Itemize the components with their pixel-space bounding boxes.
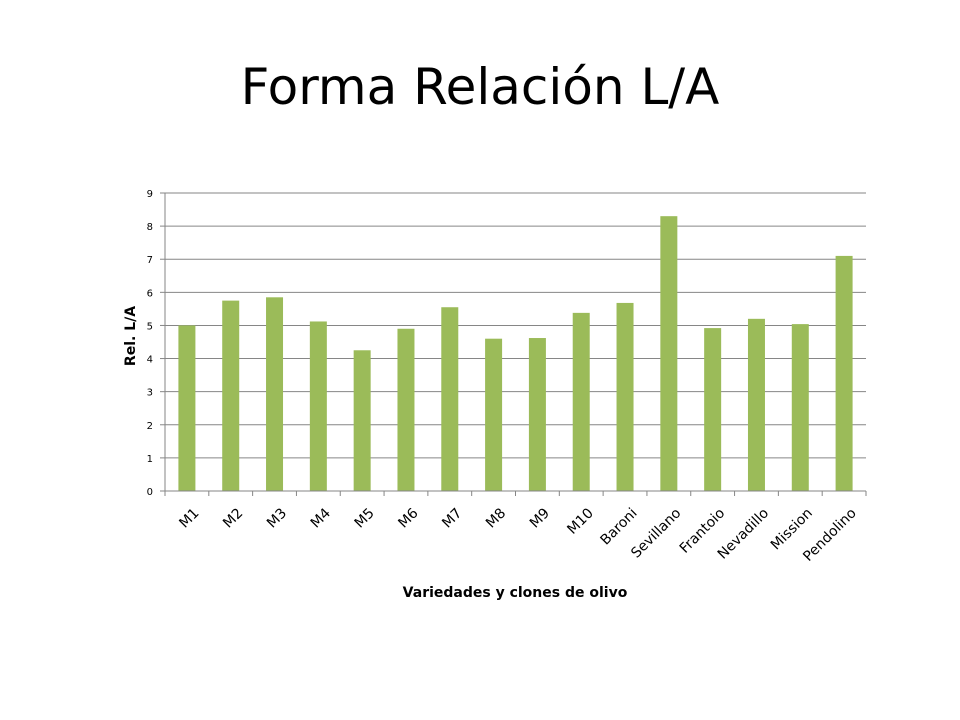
y-axis-label: Rel. L/A: [123, 306, 139, 366]
x-tick-label: M5: [352, 505, 378, 531]
x-tick-labels: M1 M2 M3 M4 M5 M6 M7 M8 M9 M10 BaroniSevillanoFran…: [176, 505, 859, 565]
bar: [835, 255, 853, 491]
y-tick-label: 5: [147, 321, 153, 332]
bar: [528, 338, 546, 491]
axes: [160, 192, 867, 496]
x-tick-label: Baroni: [598, 505, 641, 548]
y-tick-label: 7: [147, 255, 153, 266]
bar: [309, 321, 327, 491]
y-tick-label: 2: [147, 421, 153, 432]
y-tick-labels: 0 1 2 3 4 5 6 7 8 9: [147, 189, 153, 498]
x-axis-label: Variedades y clones de olivo: [403, 585, 628, 601]
bar: [747, 318, 765, 491]
bar: [616, 302, 634, 491]
x-tick-label: M6: [395, 505, 421, 531]
y-tick-label: 6: [147, 288, 153, 299]
bar: [178, 325, 196, 491]
y-tick-label: 9: [147, 189, 153, 200]
x-tick-label: M3: [264, 505, 290, 531]
x-tick-label: M7: [439, 505, 465, 531]
x-tick-label: M1: [176, 505, 202, 531]
y-tick-label: 3: [147, 388, 153, 399]
bar: [660, 216, 678, 491]
y-tick-label: 8: [147, 222, 153, 233]
x-tick-label: M8: [483, 505, 509, 531]
bar: [485, 338, 503, 491]
x-tick-label: M2: [220, 505, 246, 531]
bar: [791, 324, 809, 491]
x-tick-label: M10: [564, 505, 596, 537]
y-tick-label: 0: [147, 487, 153, 498]
bar: [441, 307, 459, 491]
x-tick-label: M9: [527, 505, 553, 531]
bar: [397, 328, 415, 491]
bar: [353, 350, 371, 491]
y-tick-label: 1: [147, 454, 153, 465]
bar: [572, 312, 590, 491]
bar: [222, 300, 240, 491]
slide-title: Forma Relación L/A: [240, 58, 720, 116]
bar: [704, 328, 722, 491]
x-tick-label: M4: [308, 505, 334, 531]
bars: [178, 216, 853, 491]
bar: [266, 297, 284, 491]
y-tick-label: 4: [147, 355, 153, 366]
